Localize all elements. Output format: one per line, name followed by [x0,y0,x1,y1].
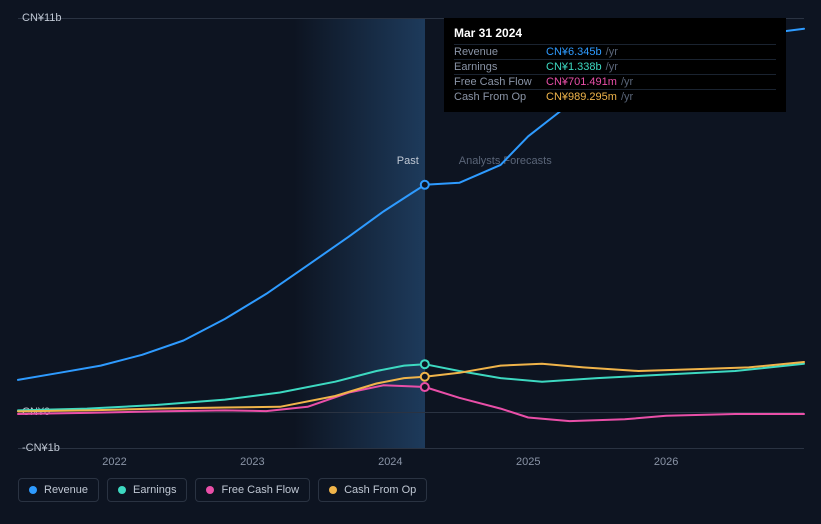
legend-dot-icon [329,486,337,494]
legend-item-earnings[interactable]: Earnings [107,478,187,502]
tooltip-row-label: Free Cash Flow [454,76,546,88]
tooltip-row-revenue: RevenueCN¥6.345b/yr [454,44,776,59]
tooltip-row-cfo: Cash From OpCN¥989.295m/yr [454,89,776,104]
x-axis-label: 2026 [654,456,678,468]
marker-cfo [421,373,429,381]
marker-fcf [421,383,429,391]
tooltip-row-label: Revenue [454,46,546,58]
tooltip-row-unit: /yr [621,91,633,103]
legend-item-revenue[interactable]: Revenue [18,478,99,502]
tooltip-row-value: CN¥989.295m [546,91,617,103]
legend-item-cfo[interactable]: Cash From Op [318,478,427,502]
legend-label: Revenue [44,484,88,496]
legend-item-fcf[interactable]: Free Cash Flow [195,478,310,502]
tooltip-row-earnings: EarningsCN¥1.338b/yr [454,59,776,74]
gridline [18,448,804,449]
tooltip-row-value: CN¥1.338b [546,61,602,73]
x-axis-label: 2024 [378,456,402,468]
legend-label: Cash From Op [344,484,416,496]
tooltip-row-unit: /yr [606,61,618,73]
tooltip-row-label: Cash From Op [454,91,546,103]
tooltip-row-value: CN¥701.491m [546,76,617,88]
tooltip-row-unit: /yr [606,46,618,58]
x-axis-label: 2023 [240,456,264,468]
legend-label: Earnings [133,484,176,496]
tooltip-date: Mar 31 2024 [454,26,776,40]
tooltip-row-fcf: Free Cash FlowCN¥701.491m/yr [454,74,776,89]
tooltip-row-unit: /yr [621,76,633,88]
legend-dot-icon [29,486,37,494]
marker-revenue [421,181,429,189]
tooltip-row-label: Earnings [454,61,546,73]
chart-legend: Revenue Earnings Free Cash Flow Cash From O… [18,478,427,502]
chart-tooltip: Mar 31 2024 RevenueCN¥6.345b/yrEarningsC… [444,18,786,112]
legend-label: Free Cash Flow [221,484,299,496]
tooltip-row-value: CN¥6.345b [546,46,602,58]
x-axis-label: 2022 [102,456,126,468]
legend-dot-icon [118,486,126,494]
legend-dot-icon [206,486,214,494]
x-axis-label: 2025 [516,456,540,468]
marker-earnings [421,360,429,368]
series-line-fcf[interactable] [18,385,804,421]
tooltip-rows: RevenueCN¥6.345b/yrEarningsCN¥1.338b/yrF… [454,44,776,104]
